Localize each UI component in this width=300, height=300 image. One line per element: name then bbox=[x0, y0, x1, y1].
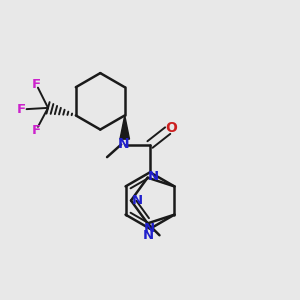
Text: F: F bbox=[17, 103, 26, 116]
Text: N: N bbox=[143, 229, 154, 242]
Text: O: O bbox=[165, 121, 177, 135]
Text: N: N bbox=[131, 194, 142, 207]
Text: F: F bbox=[32, 124, 41, 137]
Polygon shape bbox=[120, 116, 130, 139]
Text: N: N bbox=[147, 170, 158, 183]
Text: N: N bbox=[117, 136, 129, 151]
Text: N: N bbox=[144, 222, 155, 235]
Text: F: F bbox=[32, 78, 41, 91]
